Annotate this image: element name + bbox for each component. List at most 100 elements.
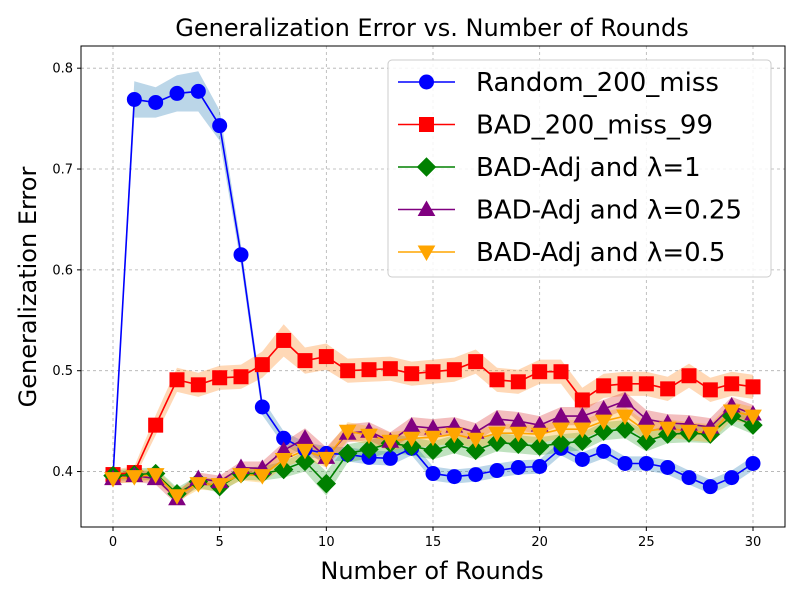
point-bad-200-miss-99 — [318, 349, 334, 365]
point-bad-adj-and-lambda-0-5 — [210, 478, 229, 494]
point-bad-200-miss-99 — [297, 353, 313, 369]
x-tick-label: 30 — [745, 535, 762, 550]
point-random-200-miss — [489, 463, 505, 479]
legend-label: Random_200_miss — [476, 68, 719, 98]
point-bad-adj-and-lambda-0-5 — [744, 409, 762, 426]
point-bad-adj-and-lambda-0-5 — [402, 431, 421, 448]
point-bad-adj-and-lambda-1 — [423, 440, 443, 461]
legend-item-bad-adj-and-lambda-0-5: BAD-Adj and λ=0.5 — [398, 238, 725, 268]
x-tick-label: 0 — [109, 535, 117, 550]
point-bad-adj-and-lambda-0-5 — [232, 468, 250, 484]
point-bad-adj-and-lambda-1 — [593, 421, 614, 441]
point-bad-adj-and-lambda-1 — [572, 431, 593, 451]
point-bad-adj-and-lambda-1 — [295, 451, 315, 472]
point-bad-adj-and-lambda-1 — [636, 431, 657, 451]
y-tick-label: 0.7 — [52, 163, 73, 178]
point-random-200-miss — [446, 469, 462, 485]
point-bad-200-miss-99 — [681, 368, 697, 384]
point-random-200-miss — [510, 460, 526, 476]
point-bad-adj-and-lambda-0-5 — [616, 409, 634, 426]
legend-marker — [417, 245, 436, 262]
x-axis-label: Number of Rounds — [320, 557, 543, 585]
y-tick-label: 0.5 — [52, 364, 73, 379]
point-bad-200-miss-99 — [404, 366, 420, 382]
point-bad-adj-and-lambda-0-25 — [488, 410, 506, 426]
point-bad-adj-and-lambda-0-5 — [296, 443, 314, 460]
point-bad-200-miss-99 — [148, 417, 164, 433]
point-bad-adj-and-lambda-1 — [508, 434, 529, 455]
point-bad-adj-and-lambda-0-25 — [552, 407, 570, 423]
point-random-200-miss — [532, 458, 548, 474]
point-bad-200-miss-99 — [724, 376, 740, 392]
point-bad-adj-and-lambda-0-5 — [658, 421, 677, 438]
legend-label: BAD_200_miss_99 — [476, 111, 713, 141]
point-bad-adj-and-lambda-0-5 — [381, 434, 400, 451]
point-bad-adj-and-lambda-0-5 — [317, 451, 336, 468]
point-bad-adj-and-lambda-0-5 — [189, 477, 208, 493]
legend-marker — [417, 200, 436, 216]
point-bad-adj-and-lambda-1 — [551, 433, 571, 454]
point-random-200-miss — [638, 455, 654, 471]
x-tick-label: 15 — [425, 535, 442, 550]
y-tick-label: 0.8 — [52, 62, 73, 77]
point-bad-adj-and-lambda-1 — [444, 434, 465, 455]
y-axis-label: Generalization Error — [14, 167, 42, 408]
point-bad-adj-and-lambda-1 — [316, 473, 337, 494]
point-random-200-miss — [660, 460, 676, 476]
point-bad-adj-and-lambda-0-5 — [530, 427, 549, 444]
point-bad-200-miss-99 — [574, 392, 590, 408]
y-tick-label: 0.4 — [52, 465, 73, 480]
point-bad-adj-and-lambda-0-5 — [146, 468, 165, 484]
point-random-200-miss — [212, 118, 228, 134]
band-bad-adj-and-lambda-0-25 — [113, 391, 753, 505]
point-bad-adj-and-lambda-0-5 — [701, 426, 720, 443]
point-bad-adj-and-lambda-0-5 — [573, 422, 592, 439]
point-bad-200-miss-99 — [532, 364, 548, 380]
point-bad-adj-and-lambda-0-5 — [360, 428, 378, 445]
y-tick-label: 0.6 — [52, 263, 73, 278]
x-tick-label: 25 — [638, 535, 655, 550]
point-bad-adj-and-lambda-0-5 — [253, 469, 272, 485]
legend-marker — [419, 74, 434, 90]
point-bad-200-miss-99 — [702, 382, 718, 398]
point-bad-adj-and-lambda-1 — [273, 459, 294, 480]
point-bad-200-miss-99 — [233, 369, 249, 385]
point-bad-200-miss-99 — [553, 364, 569, 380]
point-bad-adj-and-lambda-0-5 — [552, 422, 570, 439]
point-bad-adj-and-lambda-1 — [465, 440, 486, 461]
point-random-200-miss — [574, 451, 590, 467]
legend-label: BAD-Adj and λ=0.5 — [476, 238, 725, 268]
point-random-200-miss — [702, 479, 718, 495]
point-bad-adj-and-lambda-1 — [487, 432, 507, 453]
point-bad-200-miss-99 — [212, 370, 228, 386]
point-random-200-miss — [148, 94, 164, 110]
point-bad-adj-and-lambda-0-5 — [424, 430, 442, 447]
legend-marker — [416, 157, 437, 177]
point-bad-200-miss-99 — [425, 364, 441, 380]
point-bad-200-miss-99 — [169, 372, 185, 388]
legend: Random_200_miss BAD_200_miss_99 BAD-Adj an… — [387, 59, 772, 278]
legend-label: BAD-Adj and λ=1 — [476, 153, 701, 183]
point-bad-200-miss-99 — [446, 362, 462, 378]
point-random-200-miss — [745, 455, 761, 471]
point-bad-adj-and-lambda-1 — [359, 439, 379, 460]
point-random-200-miss — [126, 91, 142, 107]
point-bad-adj-and-lambda-1 — [615, 419, 635, 439]
point-bad-adj-and-lambda-0-5 — [680, 424, 698, 441]
series-markers — [103, 83, 763, 506]
point-random-200-miss — [190, 83, 206, 99]
x-tick-label: 20 — [531, 535, 548, 550]
legend-item-random-200-miss: Random_200_miss — [398, 68, 719, 98]
chart-title: Generalization Error vs. Number of Round… — [175, 14, 689, 42]
point-bad-200-miss-99 — [617, 376, 633, 392]
point-bad-adj-and-lambda-0-5 — [509, 426, 528, 443]
point-bad-adj-and-lambda-0-5 — [445, 427, 464, 444]
point-bad-200-miss-99 — [254, 357, 270, 373]
point-bad-200-miss-99 — [340, 363, 356, 379]
point-bad-200-miss-99 — [510, 374, 526, 390]
x-tick-label: 5 — [216, 535, 224, 550]
point-random-200-miss — [681, 470, 697, 486]
point-bad-200-miss-99 — [745, 379, 761, 395]
